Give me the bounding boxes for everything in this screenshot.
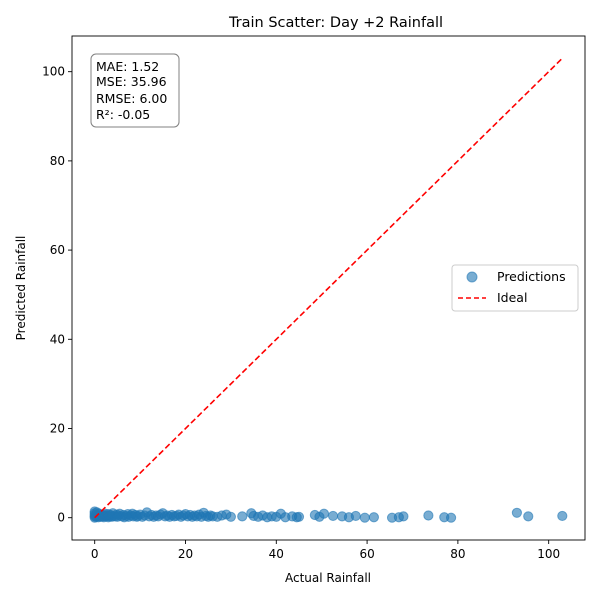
ideal-layer bbox=[94, 57, 563, 519]
data-point bbox=[557, 510, 568, 522]
plot-area bbox=[71, 35, 586, 541]
stats-r2: R²: -0.05 bbox=[96, 107, 150, 122]
y-tick-label: 40 bbox=[50, 332, 65, 346]
data-point bbox=[423, 510, 434, 521]
y-tick-label: 100 bbox=[42, 65, 65, 79]
ideal-line bbox=[94, 57, 563, 519]
data-point bbox=[327, 510, 339, 522]
x-tick-label: 40 bbox=[269, 547, 284, 561]
data-point bbox=[225, 511, 236, 522]
legend-predictions-marker bbox=[466, 271, 478, 283]
stats-rmse: RMSE: 6.00 bbox=[96, 91, 167, 106]
data-point bbox=[398, 511, 409, 522]
x-tick-label: 20 bbox=[178, 547, 193, 561]
x-tick-label: 60 bbox=[359, 547, 374, 561]
y-tick-label: 20 bbox=[50, 421, 65, 435]
legend-frame bbox=[451, 264, 579, 312]
legend-ideal-label: Ideal bbox=[497, 290, 527, 305]
y-tick-label: 60 bbox=[50, 243, 65, 257]
x-axis-label: Actual Rainfall bbox=[285, 571, 371, 585]
y-axis-ticks: 0 20 40 60 80 100 bbox=[42, 65, 72, 525]
axes-frame bbox=[71, 35, 586, 541]
chart-title: Train Scatter: Day +2 Rainfall bbox=[228, 15, 443, 31]
data-point bbox=[237, 511, 248, 522]
points-layer bbox=[89, 506, 568, 523]
data-point bbox=[511, 507, 523, 518]
x-axis-ticks: 0 20 40 60 80 100 bbox=[91, 540, 560, 561]
data-point bbox=[523, 511, 534, 522]
stats-box: MAE: 1.52 MSE: 35.96 RMSE: 6.00 R²: -0.0… bbox=[90, 53, 180, 128]
data-point bbox=[318, 508, 330, 519]
x-tick-label: 100 bbox=[537, 547, 560, 561]
data-point bbox=[368, 512, 379, 523]
x-tick-label: 0 bbox=[91, 547, 99, 561]
stats-mse: MSE: 35.96 bbox=[96, 74, 167, 89]
x-tick-label: 80 bbox=[450, 547, 465, 561]
stats-box-frame bbox=[90, 53, 180, 128]
data-point bbox=[445, 512, 457, 523]
data-point bbox=[359, 512, 370, 523]
legend: Predictions Ideal bbox=[451, 264, 579, 312]
y-tick-label: 0 bbox=[57, 511, 65, 525]
stats-mae: MAE: 1.52 bbox=[96, 59, 159, 74]
y-axis-label: Predicted Rainfall bbox=[14, 236, 28, 341]
legend-predictions-label: Predictions bbox=[497, 269, 566, 284]
data-point bbox=[350, 510, 361, 522]
y-tick-label: 80 bbox=[50, 154, 65, 168]
data-point bbox=[293, 511, 305, 522]
